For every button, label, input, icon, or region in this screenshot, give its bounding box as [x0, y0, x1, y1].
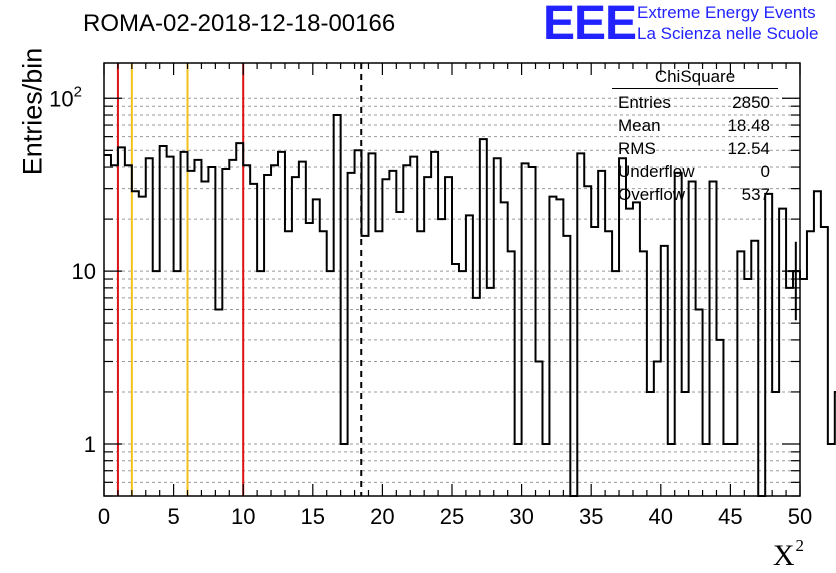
stats-row-value: 12.54 — [727, 139, 770, 158]
x-tick-label: 50 — [788, 504, 812, 529]
reference-lines — [116, 63, 363, 496]
y-tick-label-exponent: 2 — [74, 83, 82, 100]
x-tick-label: 40 — [649, 504, 673, 529]
x-tick-label: 10 — [231, 504, 255, 529]
x-tick-label: 5 — [167, 504, 179, 529]
stats-row-label: Entries — [618, 93, 671, 112]
y-tick-label-base: 1 — [84, 432, 96, 457]
x-axis-label-superscript: 2 — [795, 536, 805, 555]
stats-row: Entries 2850 — [612, 91, 778, 114]
stats-title: ChiSquare — [654, 67, 736, 86]
stats-row: Overflow 537 — [612, 183, 778, 206]
x-axis-label-base: X — [772, 539, 795, 572]
x-tick-label: 45 — [718, 504, 742, 529]
x-axis-label: X2 — [773, 536, 804, 573]
y-tick-label-base: 10 — [49, 86, 73, 111]
stats-rows: Entries 2850 Mean 18.48 RMS 12.54 Underflow 0 Ov… — [612, 91, 778, 206]
stats-row: RMS 12.54 — [612, 137, 778, 160]
stats-row-label: Mean — [618, 116, 661, 135]
logo-caption-line2: La Scienza nelle Scuole — [637, 24, 819, 43]
stats-row: Underflow 0 — [612, 160, 778, 183]
x-tick-label: 30 — [509, 504, 533, 529]
histogram-step-line — [104, 114, 836, 497]
x-tick-label: 20 — [370, 504, 394, 529]
y-tick-label-base: 10 — [72, 259, 96, 284]
x-axis-ticks: 0 5 10 15 20 25 30 35 40 45 50 — [98, 63, 812, 529]
x-tick-label: 25 — [440, 504, 464, 529]
y-tick-label: 10 — [72, 259, 96, 284]
x-tick-label: 0 — [98, 504, 110, 529]
x-tick-label: 15 — [301, 504, 325, 529]
run-title: ROMA-02-2018-12-18-00166 — [83, 10, 396, 37]
stats-row-value: 2850 — [732, 93, 770, 112]
y-axis-label: Entries/bin — [17, 47, 48, 176]
stats-divider — [612, 88, 778, 89]
x-tick-label: 35 — [579, 504, 603, 529]
stats-row-label: RMS — [618, 139, 656, 158]
stats-row-value: 0 — [760, 162, 770, 181]
stats-row-value: 18.48 — [727, 116, 770, 135]
y-tick-label: 1 — [84, 432, 96, 457]
eee-logo: EEE — [543, 0, 637, 50]
logo-caption-line1: Extreme Energy Events — [637, 3, 816, 22]
stats-box: ChiSquare Entries 2850 Mean 18.48 RMS 12.54 Un… — [612, 66, 778, 206]
grid-lines — [104, 97, 800, 483]
stats-row-label: Underflow — [618, 162, 695, 181]
stats-row-label: Overflow — [618, 185, 686, 204]
y-tick-label: 102 — [49, 83, 82, 111]
stats-row: Mean 18.48 — [612, 114, 778, 137]
stats-row-value: 537 — [741, 185, 770, 204]
